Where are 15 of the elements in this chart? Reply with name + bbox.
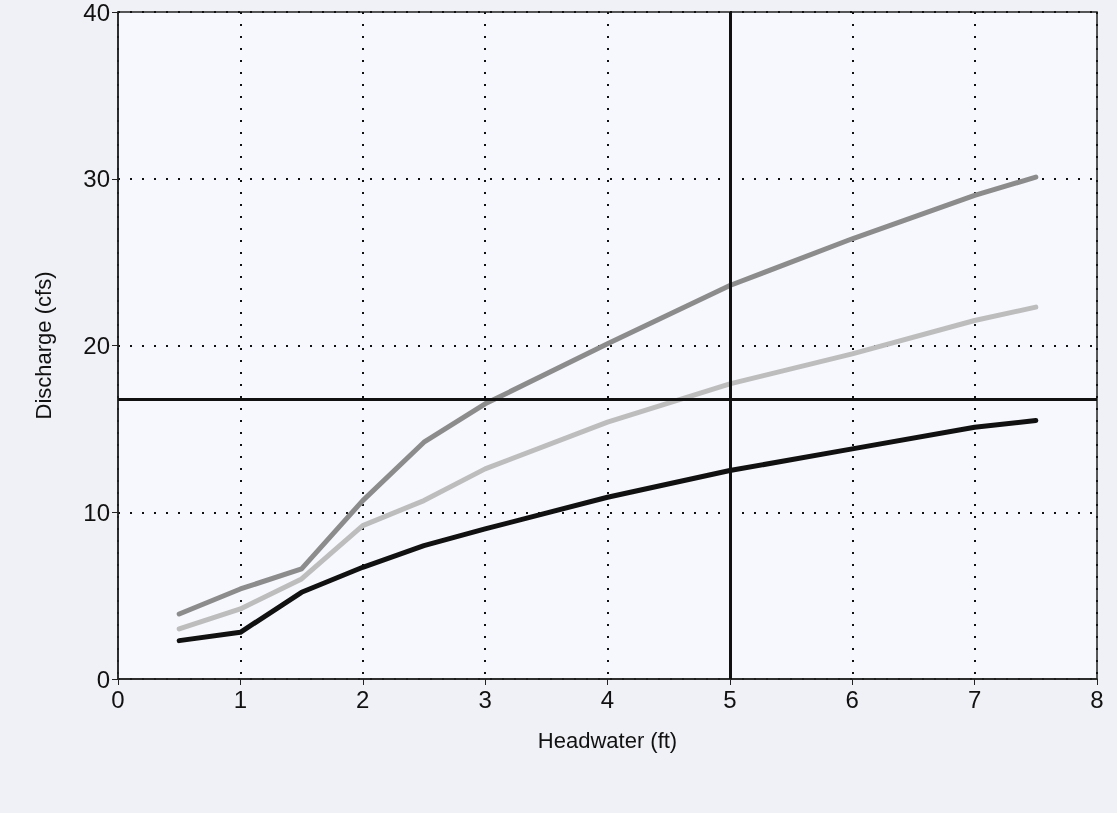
x-axis-title: Headwater (ft)	[537, 727, 678, 753]
x-tick-label: 4	[600, 685, 615, 713]
x-tick-label: 5	[723, 685, 737, 713]
x-tick-label: 1	[233, 685, 248, 713]
y-tick-label: 20	[83, 332, 110, 359]
x-tick-label: 7	[967, 685, 982, 713]
x-tick-label: 3	[478, 685, 492, 713]
x-tick-label: 2	[356, 685, 370, 713]
x-tick-label: 8	[1090, 685, 1104, 713]
x-tick-label: 6	[845, 685, 859, 713]
y-tick-label: 40	[83, 0, 110, 26]
y-axis-title: Discharge (cfs)	[30, 271, 56, 420]
y-tick-label: 10	[83, 498, 110, 526]
y-tick-label: 30	[83, 165, 110, 193]
y-tick-label: 0	[96, 665, 110, 693]
